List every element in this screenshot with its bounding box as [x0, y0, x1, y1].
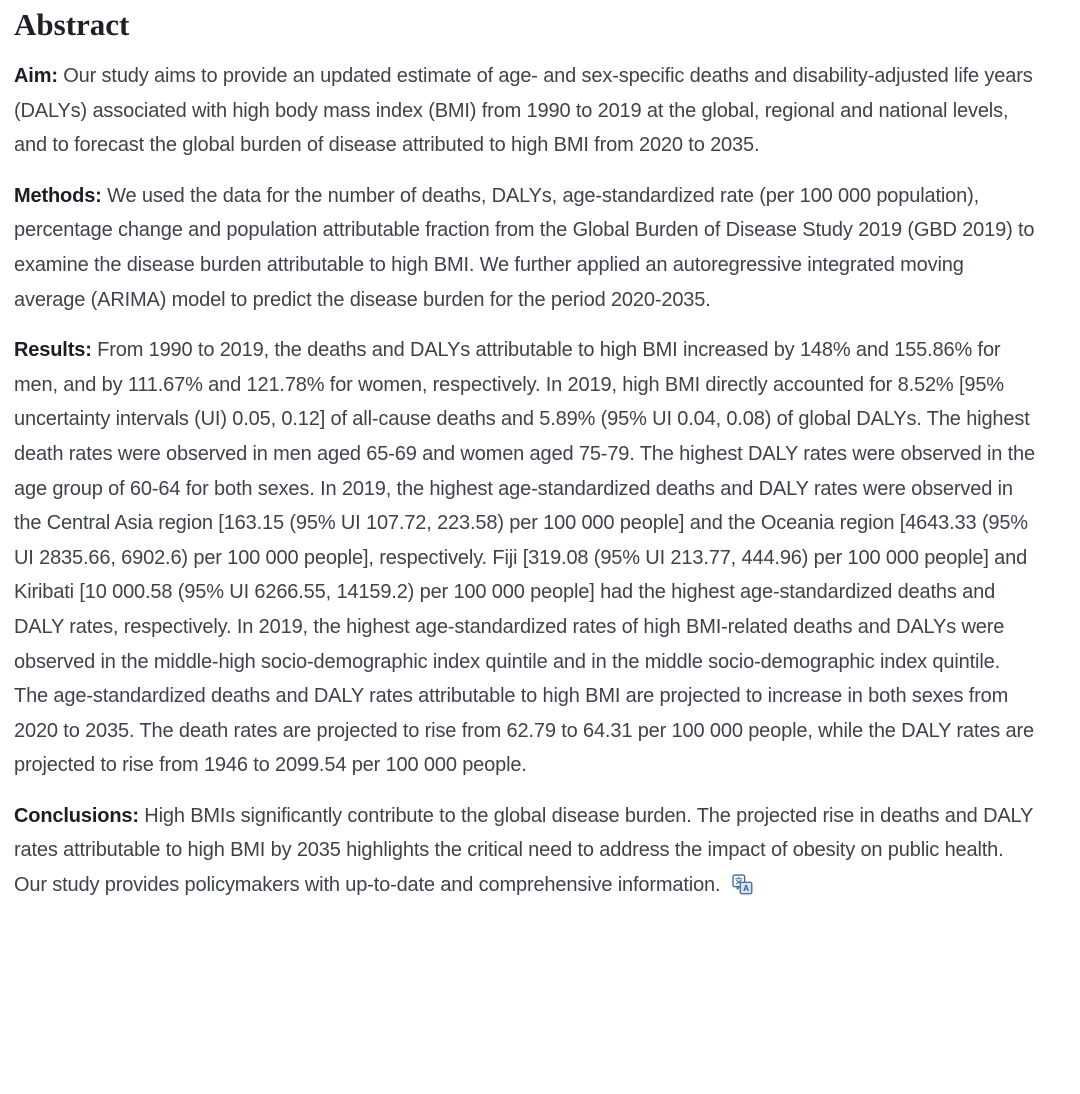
abstract-title: Abstract [14, 7, 130, 42]
svg-text:A: A [743, 883, 749, 893]
abstract-section: Abstract Aim: Our study aims to provide … [14, 7, 1038, 903]
aim-label: Aim: [14, 65, 58, 87]
paragraph-results: Results: From 1990 to 2019, the deaths a… [14, 333, 1038, 783]
translate-icon[interactable]: A [732, 874, 753, 895]
methods-label: Methods: [14, 184, 102, 207]
results-text: From 1990 to 2019, the deaths and DALYs … [14, 339, 1035, 777]
methods-text: We used the data for the number of death… [14, 184, 1035, 311]
paragraph-aim: Aim: Our study aims to provide an update… [14, 59, 1038, 163]
conclusions-text: High BMIs significantly contribute to th… [14, 804, 1033, 897]
aim-text: Our study aims to provide an updated est… [14, 65, 1033, 157]
conclusions-label: Conclusions: [14, 804, 139, 827]
paragraph-methods: Methods: We used the data for the number… [14, 179, 1038, 317]
results-label: Results: [14, 339, 92, 362]
paragraph-conclusions: Conclusions: High BMIs significantly con… [14, 799, 1038, 903]
